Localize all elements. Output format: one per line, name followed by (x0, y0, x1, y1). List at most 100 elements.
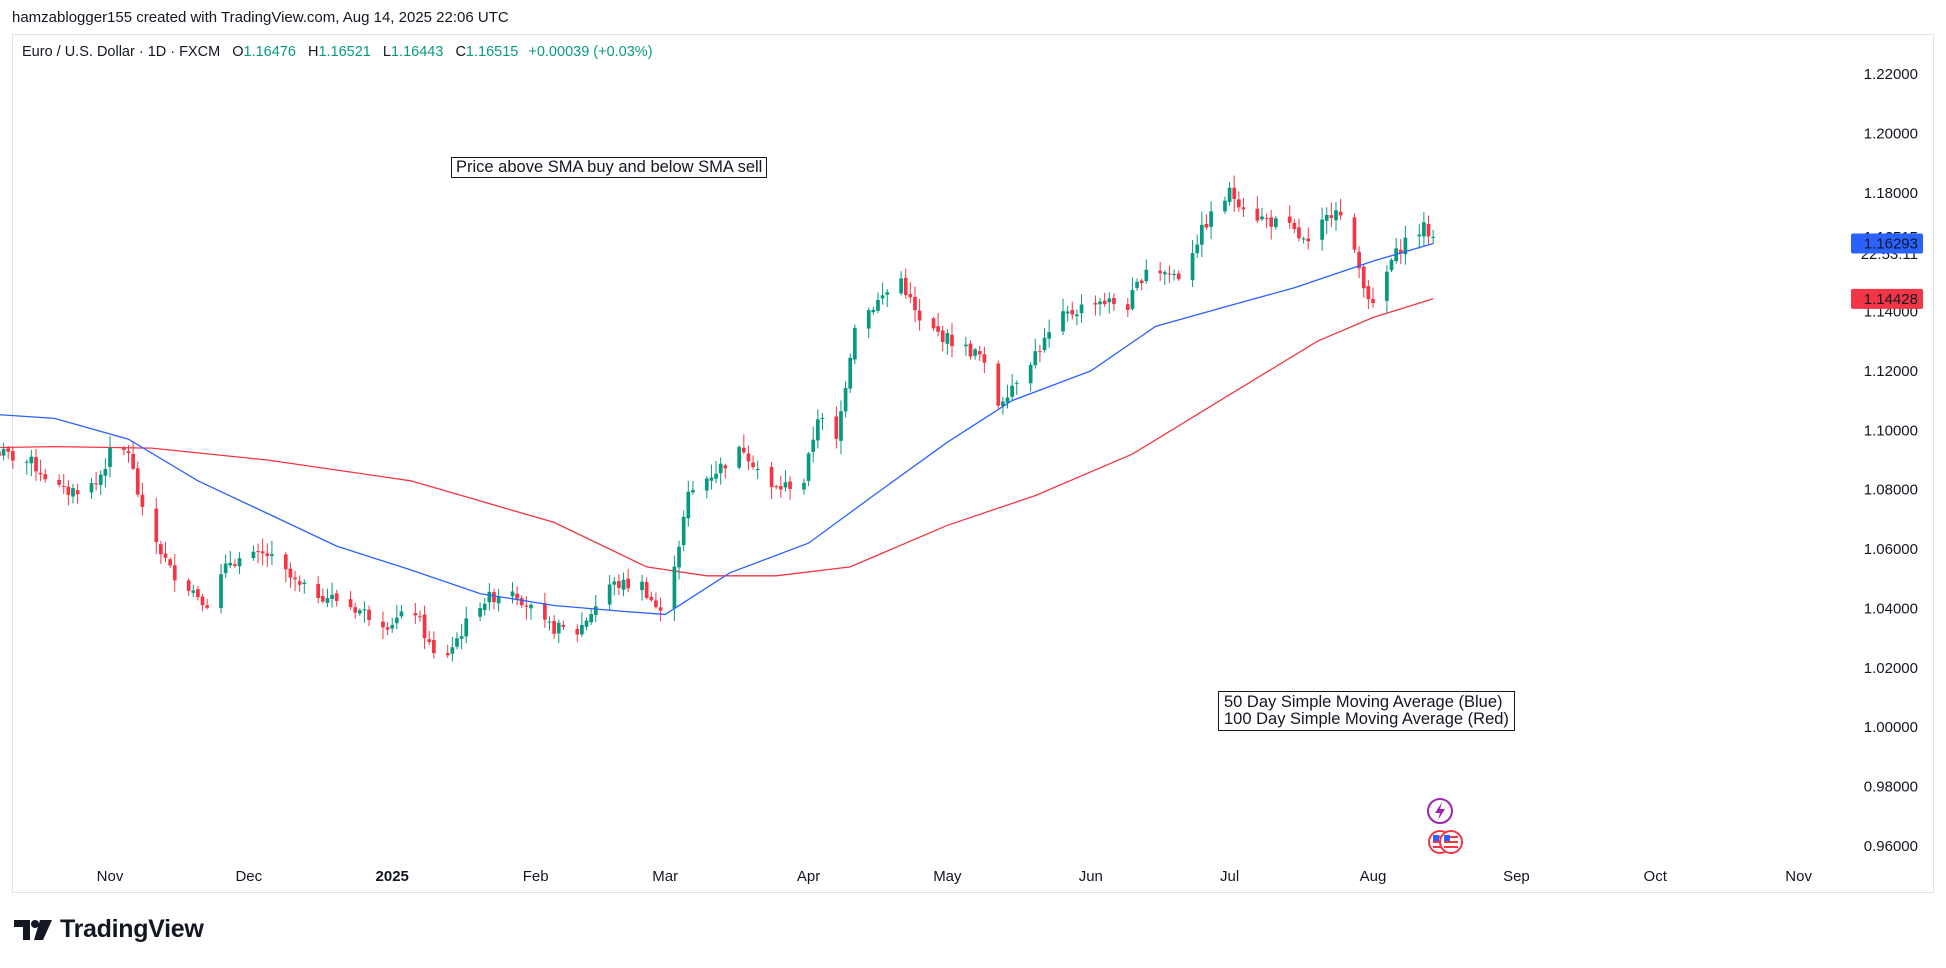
candles-series (0, 175, 1435, 662)
candle-body (140, 494, 145, 507)
candle-body (418, 616, 422, 618)
candle-body (1398, 249, 1403, 254)
candle-body (704, 478, 709, 491)
candle-body (626, 578, 631, 589)
tradingview-logo-icon (14, 919, 52, 940)
y-tick-label: 1.10000 (1864, 422, 1918, 439)
candle-body (644, 582, 649, 598)
candle-body (848, 357, 853, 389)
candle-body (524, 605, 529, 607)
candle-body (543, 603, 547, 620)
candle-body (413, 613, 418, 616)
flash-event-icon[interactable] (1427, 798, 1453, 824)
candle-body (931, 318, 936, 329)
candle-body (1195, 244, 1200, 254)
candle-body (1320, 219, 1324, 240)
candle-body (219, 574, 223, 608)
candle-body (580, 624, 584, 635)
x-tick-label: 2025 (376, 868, 409, 885)
candle-body (1, 448, 6, 456)
candle-body (1431, 236, 1435, 239)
candle-body (552, 621, 556, 634)
candle-body (515, 593, 519, 599)
candle-body (1417, 234, 1422, 237)
y-tick-label: 1.22000 (1864, 66, 1918, 83)
candle-body (1241, 207, 1246, 210)
y-axis-ticks: 0.96000 0.98000 1.00000 1.02000 1.04000 1.060… (1864, 66, 1918, 855)
candle-body (1361, 266, 1366, 289)
candle-body (714, 473, 718, 479)
candle-body (593, 606, 598, 615)
candle-body (658, 607, 663, 611)
candle-body (1005, 397, 1010, 403)
candle-body (1422, 222, 1426, 237)
candle-body (205, 605, 210, 608)
candle-body (260, 551, 265, 554)
strategy-note-box[interactable]: Price above SMA buy and below SMA sell (451, 157, 768, 178)
candle-body (723, 465, 728, 469)
candle-body (866, 310, 871, 329)
candle-body (1176, 273, 1181, 280)
candle-body (612, 581, 617, 585)
candle-body (811, 439, 816, 452)
candle-body (686, 491, 691, 519)
candle-body (1033, 351, 1038, 366)
x-tick-label: Nov (97, 868, 124, 885)
candle-body (1385, 271, 1389, 301)
candle-body (75, 490, 80, 495)
candle-body (135, 468, 140, 495)
sma-legend-box[interactable]: 50 Day Simple Moving Average (Blue) 100 … (1218, 691, 1515, 731)
candle-body (122, 447, 126, 450)
x-tick-label: Dec (235, 868, 262, 885)
candle-body (737, 446, 742, 468)
candle-body (265, 553, 270, 557)
candle-body (394, 617, 399, 624)
candle-body (334, 593, 339, 601)
candle-body (43, 474, 48, 480)
candle-body (755, 468, 760, 470)
candle-body (163, 553, 168, 558)
candle-body (325, 598, 330, 603)
us-flag-event-icon[interactable] (1428, 830, 1463, 854)
candle-body (1130, 290, 1135, 309)
candle-body (71, 488, 75, 497)
candle-body (1338, 211, 1343, 216)
candle-body (936, 326, 940, 332)
candle-body (839, 411, 843, 441)
candle-body (256, 551, 260, 553)
open-value: 1.16476 (243, 44, 296, 60)
candle-body (1273, 218, 1278, 228)
tradingview-wordmark: TradingView (60, 915, 204, 943)
candle-body (237, 558, 242, 567)
candle-body (672, 566, 677, 609)
candle-body (131, 454, 135, 469)
candle-body (464, 618, 469, 637)
candle-body (487, 591, 492, 603)
candle-body (1264, 218, 1269, 220)
candle-body (223, 563, 228, 574)
candle-body (431, 640, 436, 654)
candle-body (1236, 199, 1241, 208)
candle-body (1260, 216, 1264, 220)
candle-body (741, 447, 746, 453)
candle-body (399, 611, 404, 617)
tradingview-logo[interactable]: TradingView (14, 915, 204, 944)
candle-body (917, 310, 922, 321)
x-tick-label: Aug (1360, 868, 1387, 885)
candle-body (330, 594, 334, 599)
candle-body (681, 516, 686, 546)
candle-body (1042, 337, 1047, 351)
candle-body (649, 596, 654, 601)
candle-body (1158, 270, 1163, 274)
open-label: O (232, 44, 244, 60)
sma100-line (0, 298, 1434, 577)
close-value: 1.16515 (465, 44, 519, 60)
y-tick-label: 1.02000 (1864, 660, 1918, 677)
candle-body (1209, 211, 1213, 227)
x-tick-label: Nov (1785, 868, 1812, 885)
candle-body (422, 614, 427, 639)
candle-body (589, 614, 593, 623)
candle-body (802, 482, 806, 490)
